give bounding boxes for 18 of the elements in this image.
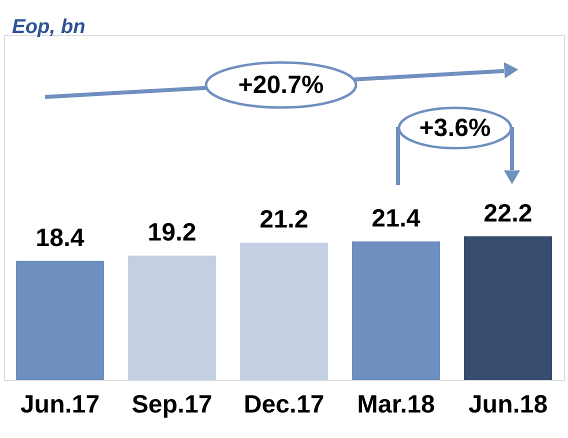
bar (16, 260, 104, 380)
bar (240, 242, 328, 380)
bar (128, 256, 216, 380)
bar (464, 236, 552, 380)
text: +3.6% (419, 114, 491, 142)
text: +20.7% (238, 71, 324, 99)
chart-title: Eop, bn (12, 16, 86, 38)
data-label: 21.4 (372, 204, 420, 232)
x-tick-label: Jun.18 (468, 390, 548, 418)
data-label: 18.4 (36, 224, 84, 252)
x-tick-label: Jun.17 (20, 390, 100, 418)
data-label: 19.2 (148, 218, 196, 247)
x-tick-label: Dec.17 (244, 390, 324, 418)
x-tick-label: Mar.18 (357, 390, 436, 418)
data-label: 21.2 (260, 206, 308, 234)
data-label: 22.2 (484, 199, 532, 228)
bar (352, 241, 440, 380)
x-tick-label: Sep.17 (132, 390, 212, 418)
